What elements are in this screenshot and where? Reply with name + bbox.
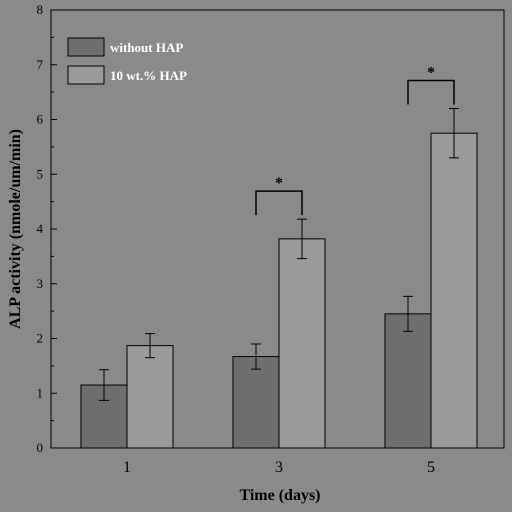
legend-swatch <box>67 37 105 57</box>
x-tick-label: 3 <box>275 459 283 476</box>
error-bars-layer <box>99 108 459 401</box>
y-tick-label: 8 <box>37 2 44 17</box>
y-tick-label: 2 <box>37 331 44 346</box>
significance-marker: * <box>275 175 283 192</box>
significance-marker: * <box>427 65 435 82</box>
bar-without-hap-day-3 <box>232 356 280 449</box>
bar-with-hap-day-3 <box>278 238 326 449</box>
bar-with-hap-day-5 <box>430 132 478 449</box>
y-tick-label: 4 <box>37 221 44 236</box>
legend: without HAP 10 wt.% HAP <box>67 37 187 85</box>
x-axis-ticks: 1 3 5 <box>123 442 435 476</box>
x-tick-label: 5 <box>427 459 435 476</box>
bars-layer <box>80 132 478 449</box>
y-tick-label: 7 <box>37 57 44 72</box>
y-axis-label: ALP activity (nmole/um/min) <box>7 129 24 329</box>
y-tick-label: 5 <box>37 166 44 181</box>
significance-layer: ** <box>255 65 455 216</box>
bar-without-hap-day-5 <box>384 313 432 449</box>
significance-bracket <box>255 190 303 216</box>
y-tick-label: 6 <box>37 112 44 127</box>
x-axis-label: Time (days) <box>239 487 320 504</box>
x-tick-label: 1 <box>123 459 131 476</box>
legend-label: 10 wt.% HAP <box>110 68 187 83</box>
y-axis-ticks: 0 1 2 3 4 5 6 7 8 <box>37 2 57 455</box>
y-tick-label: 1 <box>37 385 44 400</box>
legend-swatch <box>67 65 105 85</box>
y-tick-label: 0 <box>37 440 44 455</box>
bar-with-hap-day-1 <box>126 345 174 449</box>
y-tick-label: 3 <box>37 276 44 291</box>
significance-bracket <box>407 79 455 105</box>
legend-label: without HAP <box>110 40 183 55</box>
